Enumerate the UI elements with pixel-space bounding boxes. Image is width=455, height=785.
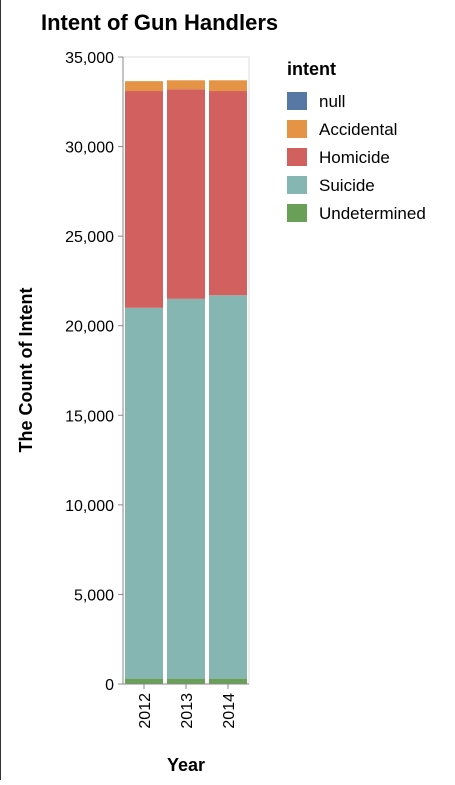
x-tick-label: 2013 [179, 693, 196, 729]
bar-segment-homicide-2014 [209, 91, 247, 295]
bar-segment-undetermined-2012 [125, 679, 163, 684]
y-tick-label: 5,000 [74, 587, 114, 604]
x-axis: 2012 2013 2014 [123, 684, 249, 729]
bar-segment-accidental-2014 [209, 80, 247, 91]
y-axis: 0 5,000 10,000 15,000 20,000 25,000 30,000 35,0… [65, 50, 123, 694]
legend-title: intent [287, 59, 336, 79]
x-axis-title: Year [167, 755, 205, 775]
legend-label: Suicide [319, 176, 375, 195]
legend-swatch [287, 92, 307, 110]
legend-label: Homicide [319, 148, 390, 167]
legend-swatch [287, 148, 307, 166]
bar-segment-suicide-2014 [209, 295, 247, 678]
bar-segment-undetermined-2013 [167, 679, 205, 684]
y-axis-title: The Count of Intent [16, 288, 36, 453]
chart-title: Intent of Gun Handlers [41, 10, 278, 35]
legend-swatch [287, 204, 307, 222]
bar-segment-homicide-2013 [167, 89, 205, 299]
bar-segment-undetermined-2014 [209, 679, 247, 684]
y-tick-label: 10,000 [65, 498, 114, 515]
bars [125, 80, 247, 684]
y-tick-label: 0 [105, 677, 114, 694]
bar-segment-suicide-2012 [125, 308, 163, 679]
legend-label: Accidental [319, 120, 397, 139]
y-tick-label: 20,000 [65, 319, 114, 336]
y-tick-label: 35,000 [65, 50, 114, 67]
bar-segment-homicide-2012 [125, 91, 163, 308]
bar-segment-accidental-2013 [167, 80, 205, 89]
y-tick-label: 25,000 [65, 229, 114, 246]
y-tick-label: 15,000 [65, 408, 114, 425]
legend: intent null Accidental Homicide Suicide Unde… [287, 59, 426, 223]
bar-segment-suicide-2013 [167, 299, 205, 679]
legend-label: Undetermined [319, 204, 426, 223]
legend-label: null [319, 92, 345, 111]
x-tick-label: 2014 [221, 693, 238, 729]
bar-segment-accidental-2012 [125, 81, 163, 91]
legend-swatch [287, 176, 307, 194]
x-tick-label: 2012 [137, 693, 154, 729]
legend-swatch [287, 120, 307, 138]
y-tick-label: 30,000 [65, 140, 114, 157]
